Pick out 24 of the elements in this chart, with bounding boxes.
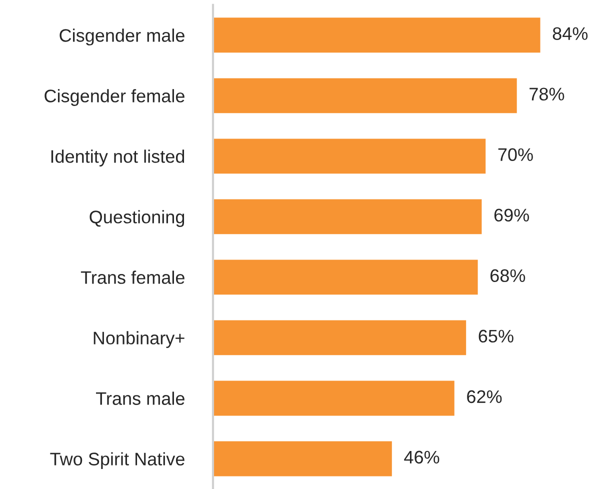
y-tick-label: Questioning: [90, 210, 184, 227]
bar: [213, 440, 394, 478]
y-tick-label: Nonbinary+: [94, 331, 184, 348]
data-label: 69%: [494, 208, 530, 222]
data-label: 84%: [552, 27, 588, 40]
bar: [213, 76, 518, 115]
y-tick-label: Trans female: [80, 270, 184, 284]
bar: [213, 198, 484, 236]
bar: [213, 318, 468, 357]
data-label: 62%: [467, 390, 502, 404]
bar: [213, 16, 542, 54]
bar: [213, 137, 487, 176]
bar: [213, 379, 456, 418]
y-tick-label: Trans male: [96, 392, 184, 405]
data-label: 46%: [404, 450, 440, 464]
y-tick-label: Cisgender female: [44, 89, 184, 106]
y-tick-label: Two Spirit Native: [50, 452, 184, 470]
data-label: 65%: [478, 330, 514, 343]
y-tick-label: Cisgender male: [60, 28, 184, 46]
data-label: 70%: [498, 148, 533, 162]
data-label: 68%: [490, 269, 526, 282]
data-label: 78%: [530, 88, 564, 101]
y-tick-label: Identity not listed: [51, 150, 184, 166]
bar: [213, 258, 480, 296]
